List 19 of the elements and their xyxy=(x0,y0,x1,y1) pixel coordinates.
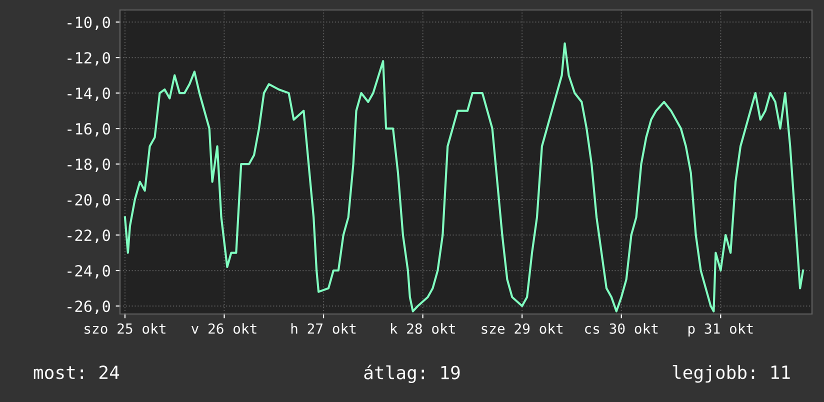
x-tick-label: szo 25 okt xyxy=(84,323,166,334)
text: legjobb: 11 xyxy=(672,365,790,383)
y-tick-label: -10,0 xyxy=(68,16,110,30)
y-tick-label: -22,0 xyxy=(68,230,110,244)
text: átlag: 19 xyxy=(364,364,460,384)
y-tick-label: -16,0 xyxy=(68,123,110,137)
x-tick-label: h 27 okt xyxy=(291,323,356,334)
x-tick-label: cs 30 okt xyxy=(585,323,658,334)
text: most: 24 xyxy=(34,365,120,380)
y-tick-label: -20,0 xyxy=(68,194,110,208)
x-tick-label: p 31 okt xyxy=(688,323,753,337)
y-tick-label: -24,0 xyxy=(68,265,110,279)
y-tick-label: -12,0 xyxy=(68,52,110,66)
y-tick-label: -26,0 xyxy=(68,300,110,314)
y-tick-label: -14,0 xyxy=(68,88,110,102)
y-tick-label: -18,0 xyxy=(68,158,110,172)
x-tick-label: sze 29 okt xyxy=(482,323,563,334)
x-tick-label: v 26 okt xyxy=(191,323,256,334)
x-tick-label: k 28 okt xyxy=(390,323,455,334)
